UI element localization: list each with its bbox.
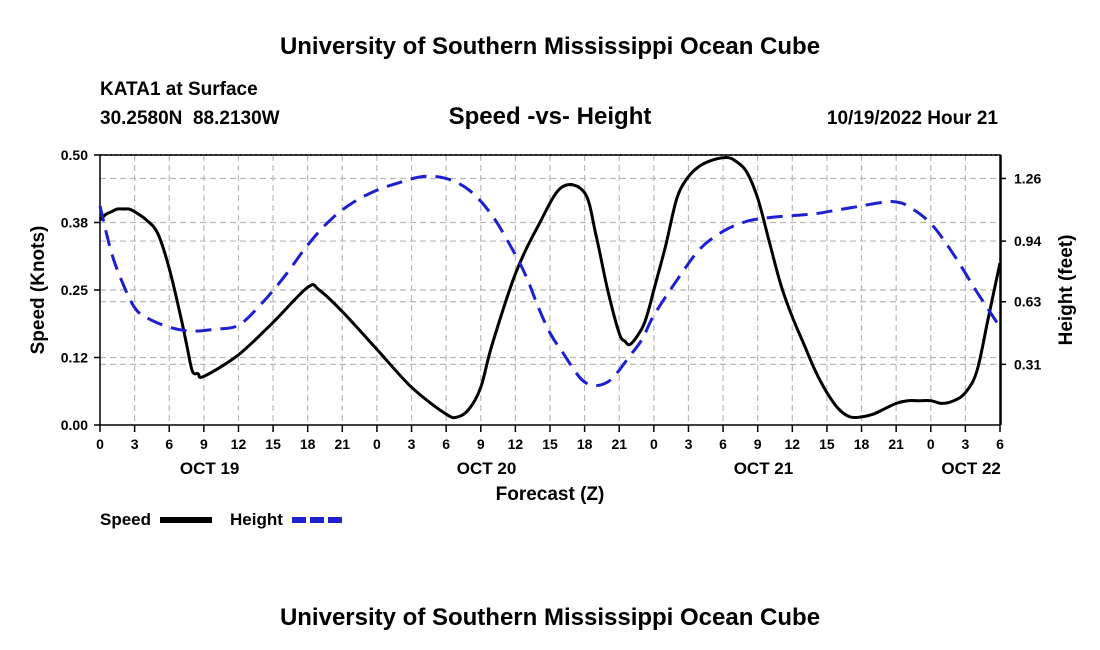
x-tick-label: 12 bbox=[231, 436, 247, 452]
x-tick-label: 21 bbox=[888, 436, 904, 452]
legend: Speed Height bbox=[100, 510, 342, 529]
left-axis: 0.00 0.12 0.25 0.38 0.50 bbox=[61, 147, 100, 433]
day-labels: OCT 19 OCT 20 OCT 21 OCT 22 bbox=[180, 459, 1001, 478]
x-tick-label: 21 bbox=[335, 436, 351, 452]
grid bbox=[100, 154, 1000, 425]
x-axis-label: Forecast (Z) bbox=[496, 484, 605, 505]
right-tick-label: 0.31 bbox=[1014, 356, 1041, 372]
y-axis-right-label: Height (feet) bbox=[1056, 235, 1077, 346]
left-tick-label: 0.38 bbox=[61, 215, 88, 231]
x-tick-label: 0 bbox=[96, 436, 104, 452]
day-label: OCT 22 bbox=[941, 459, 1001, 478]
x-tick-label: 9 bbox=[477, 436, 485, 452]
right-axis: 0.31 0.63 0.94 1.26 bbox=[1000, 170, 1041, 372]
y-axis-left-label: Speed (Knots) bbox=[28, 226, 49, 355]
legend-speed-label: Speed bbox=[100, 510, 151, 529]
x-tick-label: 3 bbox=[131, 436, 139, 452]
left-tick-label: 0.12 bbox=[61, 350, 88, 366]
x-tick-label: 6 bbox=[996, 436, 1004, 452]
footer-title: University of Southern Mississippi Ocean… bbox=[280, 604, 820, 631]
x-tick-label: 0 bbox=[650, 436, 658, 452]
legend-height-label: Height bbox=[230, 510, 283, 529]
station-label: KATA1 at Surface bbox=[100, 79, 258, 100]
x-tick-label: 0 bbox=[927, 436, 935, 452]
speed-series-line bbox=[98, 155, 1002, 420]
day-label: OCT 20 bbox=[457, 459, 517, 478]
x-tick-label: 15 bbox=[819, 436, 835, 452]
x-tick-label: 15 bbox=[542, 436, 558, 452]
date-label: 10/19/2022 Hour 21 bbox=[827, 108, 999, 129]
height-series-line bbox=[98, 174, 1002, 388]
x-tick-label: 9 bbox=[754, 436, 762, 452]
x-tick-label: 6 bbox=[719, 436, 727, 452]
x-tick-label: 6 bbox=[165, 436, 173, 452]
left-tick-label: 0.00 bbox=[61, 417, 88, 433]
x-axis: 0 3 6 9 12 15 18 21 0 3 6 9 12 15 18 21 0 3 6 9 12 15 18 21 0 3 6 bbox=[96, 425, 1004, 452]
right-tick-label: 0.94 bbox=[1014, 233, 1041, 249]
x-tick-label: 3 bbox=[408, 436, 416, 452]
x-tick-label: 12 bbox=[508, 436, 524, 452]
x-tick-label: 9 bbox=[200, 436, 208, 452]
x-tick-label: 15 bbox=[265, 436, 281, 452]
day-label: OCT 21 bbox=[734, 459, 794, 478]
plot-subtitle: Speed -vs- Height bbox=[449, 103, 652, 130]
x-tick-label: 18 bbox=[300, 436, 316, 452]
chart-title: University of Southern Mississippi Ocean… bbox=[280, 33, 820, 60]
right-tick-label: 0.63 bbox=[1014, 294, 1041, 310]
x-tick-label: 18 bbox=[577, 436, 593, 452]
x-tick-label: 3 bbox=[961, 436, 969, 452]
right-tick-label: 1.26 bbox=[1014, 170, 1041, 186]
x-tick-label: 18 bbox=[854, 436, 870, 452]
left-tick-label: 0.50 bbox=[61, 147, 88, 163]
coords-label: 30.2580N 88.2130W bbox=[100, 108, 280, 129]
x-tick-label: 0 bbox=[373, 436, 381, 452]
left-tick-label: 0.25 bbox=[61, 282, 88, 298]
day-label: OCT 19 bbox=[180, 459, 240, 478]
x-tick-label: 21 bbox=[611, 436, 627, 452]
x-tick-label: 12 bbox=[785, 436, 801, 452]
x-tick-label: 6 bbox=[442, 436, 450, 452]
x-tick-label: 3 bbox=[685, 436, 693, 452]
